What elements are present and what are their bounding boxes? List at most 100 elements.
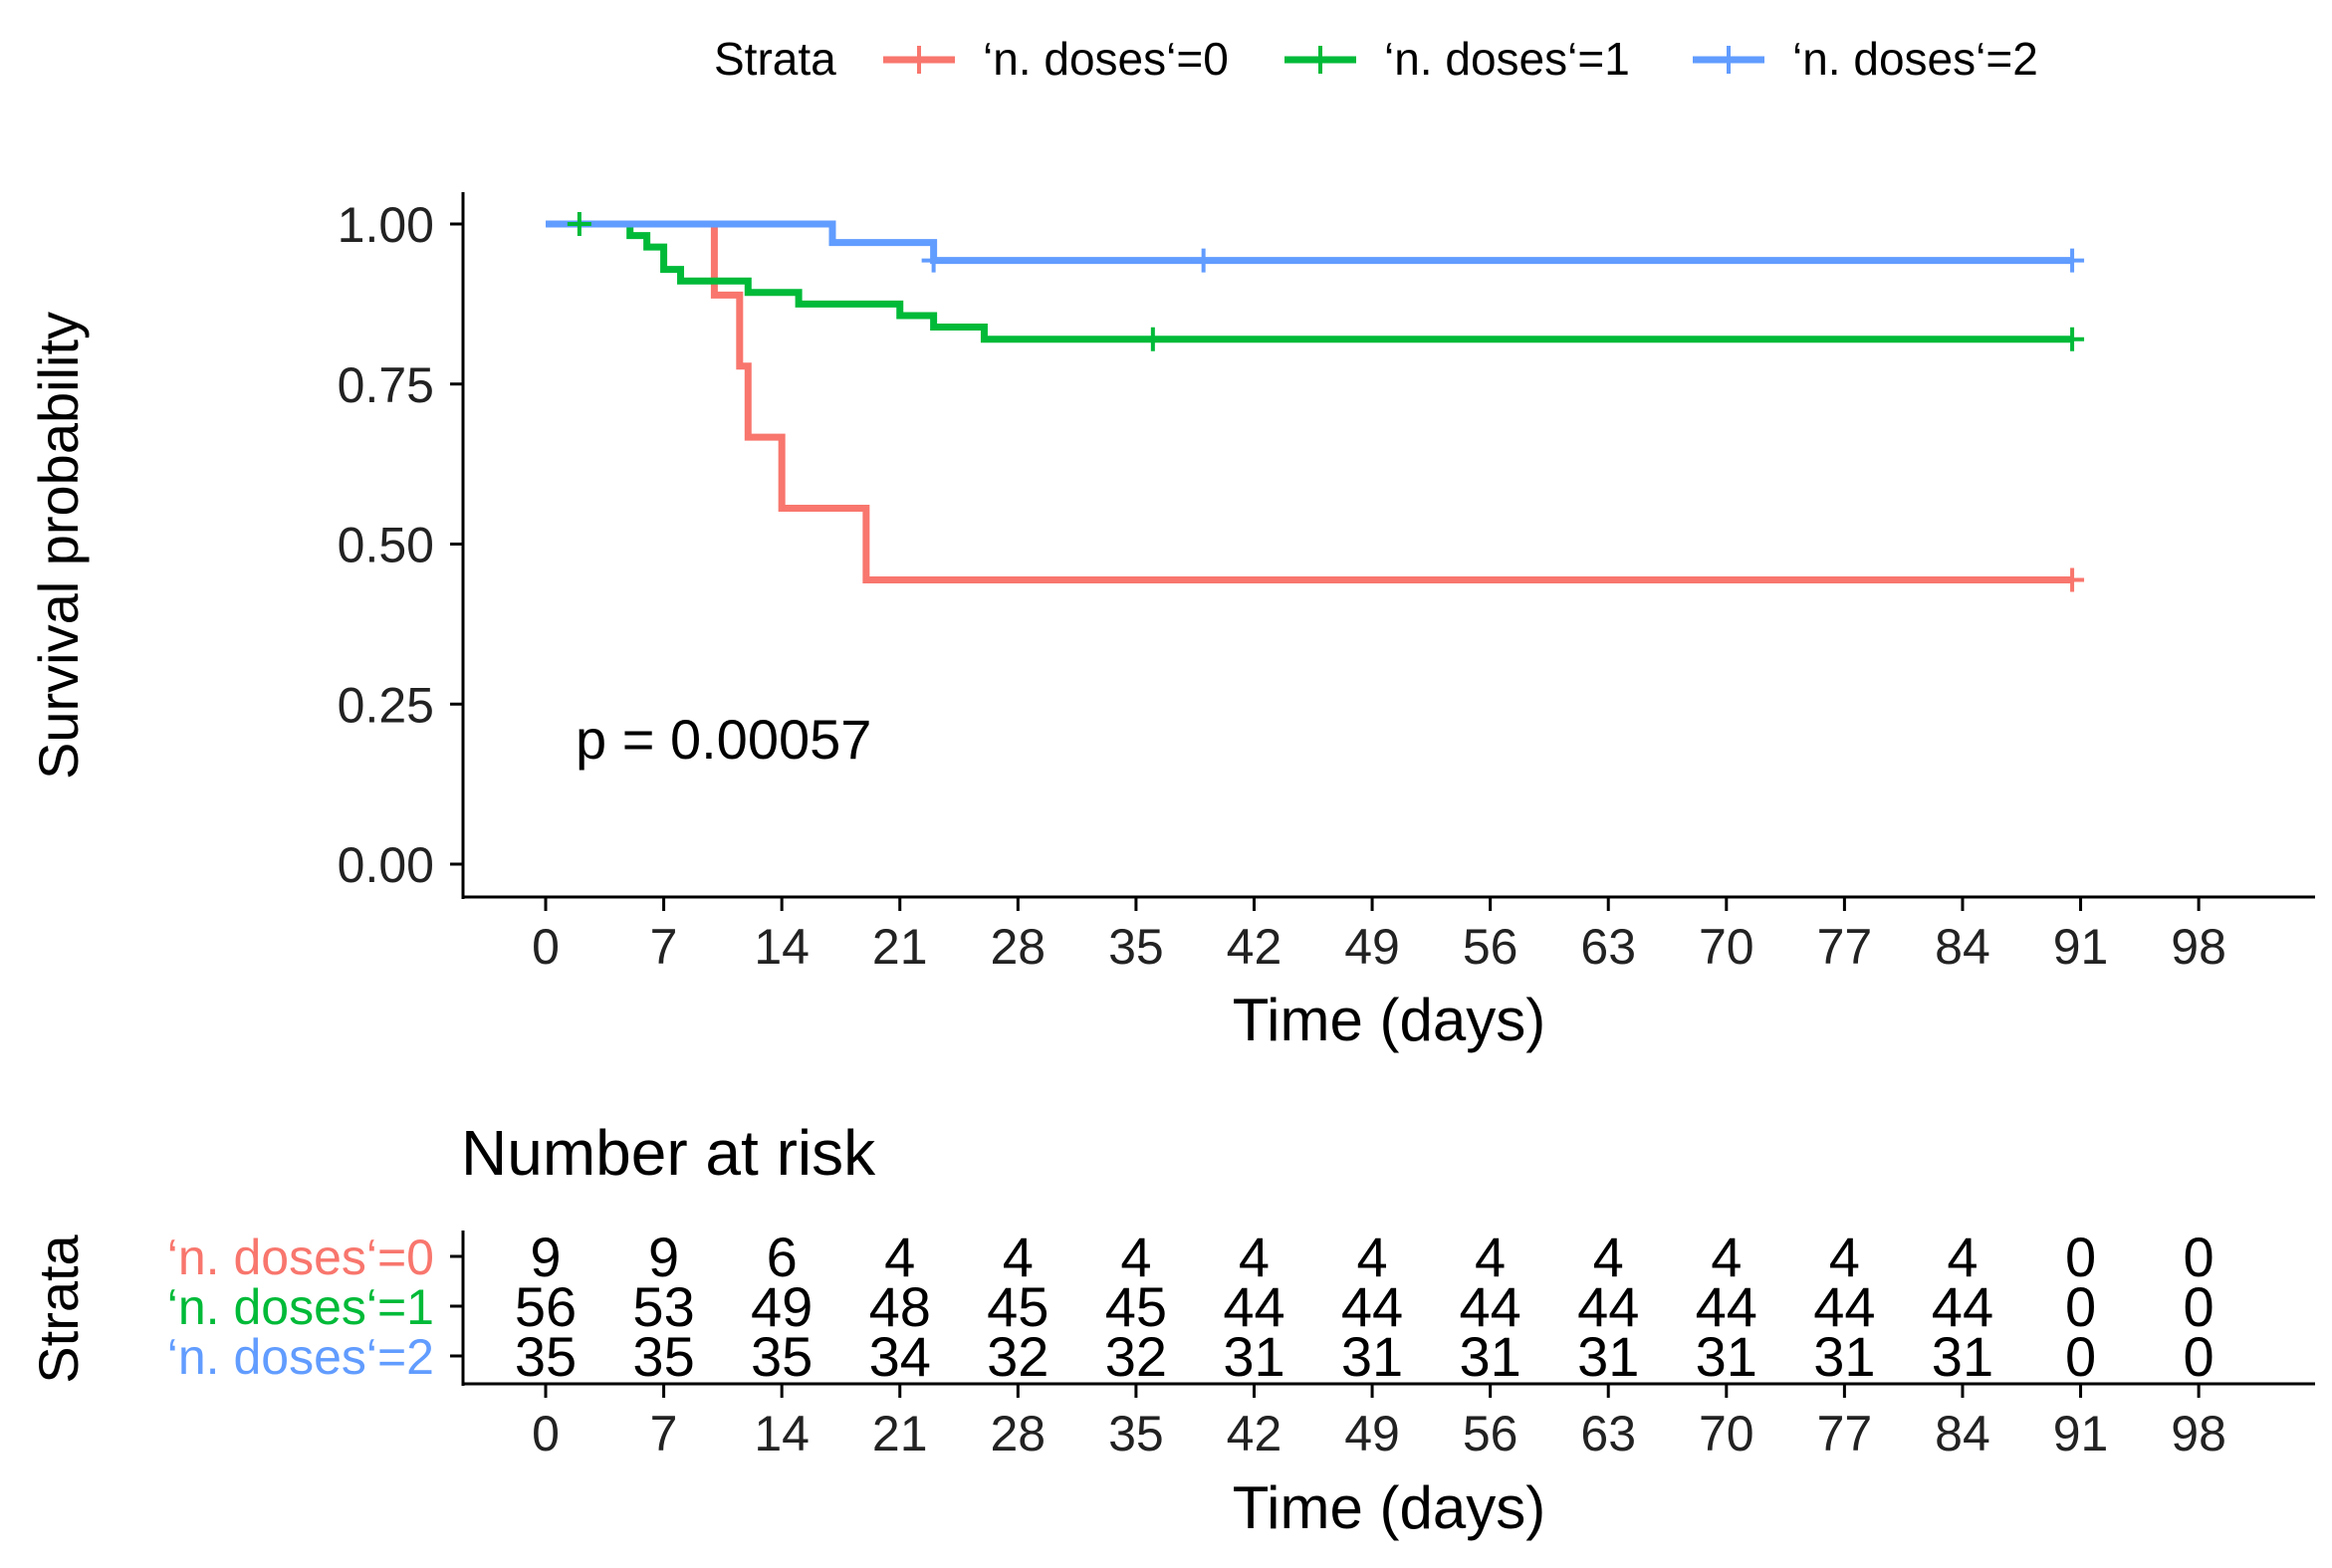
risk-row-labels: ‘n. doses‘=0‘n. doses‘=1‘n. doses‘=2	[167, 1230, 463, 1385]
legend: Strata ‘n. doses‘=0 ‘n. doses‘=1 ‘n. doses‘…	[714, 33, 2038, 85]
x-tick-label: 63	[1580, 919, 1636, 975]
risk-row-label: ‘n. doses‘=0	[167, 1230, 434, 1285]
x-tick-label: 91	[2053, 919, 2109, 975]
risk-value: 35	[751, 1325, 813, 1388]
risk-x-axis-title: Time (days)	[1233, 1474, 1545, 1541]
y-tick-label: 0.50	[338, 518, 434, 573]
x-tick-label: 21	[872, 919, 928, 975]
legend-label: ‘n. doses‘=2	[1792, 33, 2038, 85]
risk-value: 6	[767, 1226, 798, 1288]
risk-row-label: ‘n. doses‘=1	[167, 1279, 434, 1335]
risk-value: 35	[515, 1325, 577, 1388]
legend-title: Strata	[714, 33, 836, 85]
risk-x-tick-label: 0	[532, 1406, 560, 1461]
risk-value: 44	[1341, 1275, 1403, 1338]
censor-mark	[2060, 567, 2085, 592]
x-axis-title: Time (days)	[1233, 987, 1545, 1053]
risk-value: 56	[515, 1275, 577, 1338]
censor-marks	[567, 212, 2085, 592]
risk-value: 0	[2184, 1275, 2215, 1338]
x-tick-label: 84	[1935, 919, 1990, 975]
survival-curve-2	[546, 220, 2073, 265]
risk-value: 49	[751, 1275, 813, 1338]
risk-table-title: Number at risk	[461, 1117, 876, 1189]
x-tick-label: 14	[754, 919, 810, 975]
risk-value: 48	[869, 1275, 931, 1338]
y-tick-label: 1.00	[338, 197, 434, 253]
risk-value: 0	[2065, 1275, 2096, 1338]
x-tick-label: 7	[650, 919, 678, 975]
risk-value: 9	[530, 1226, 561, 1288]
x-tick-label: 35	[1108, 919, 1164, 975]
risk-x-tick-label: 56	[1463, 1406, 1518, 1461]
survival-plot: Survival probability 0.00 0.25 0.50 0.75 1.0…	[27, 192, 2315, 1053]
y-tick-label: 0.75	[338, 357, 434, 413]
risk-value: 4	[1003, 1226, 1034, 1288]
risk-value: 4	[1593, 1226, 1624, 1288]
risk-value: 31	[1341, 1325, 1403, 1388]
risk-value: 44	[1932, 1275, 1993, 1338]
risk-value: 32	[1105, 1325, 1167, 1388]
risk-value: 44	[1223, 1275, 1284, 1338]
risk-table: Number at risk Strata ‘n. doses‘=0‘n. do…	[27, 1117, 2315, 1541]
legend-label: ‘n. doses‘=1	[1384, 33, 1630, 85]
x-tick-label: 70	[1699, 919, 1754, 975]
risk-value: 31	[1577, 1325, 1639, 1388]
censor-mark	[2060, 248, 2085, 273]
risk-value: 44	[1813, 1275, 1875, 1338]
y-tick-label: 0.25	[338, 677, 434, 733]
x-tick-label: 49	[1344, 919, 1400, 975]
risk-values: 9 9 6 4 4 4 4 4 4 4 4 4 4 0 056 53 49 48 45 45 44 44 44 44 44 44 4…	[515, 1226, 2215, 1388]
risk-x-tick-label: 14	[754, 1406, 810, 1461]
risk-x-tick-label: 21	[872, 1406, 928, 1461]
risk-value: 4	[1711, 1226, 1742, 1288]
risk-value: 0	[2184, 1325, 2215, 1388]
x-tick-label: 0	[532, 919, 560, 975]
risk-x-ticks: 0 7 14 21 28 35 42 49 56 63 70 77 84 91 98	[532, 1384, 2226, 1461]
risk-x-tick-label: 98	[2171, 1406, 2226, 1461]
risk-value: 53	[632, 1275, 694, 1338]
risk-value: 31	[1696, 1325, 1757, 1388]
censor-mark	[1140, 327, 1165, 351]
p-value-annotation: p = 0.00057	[576, 708, 871, 771]
risk-value: 4	[1120, 1226, 1151, 1288]
risk-value: 45	[1105, 1275, 1167, 1338]
risk-value: 44	[1577, 1275, 1639, 1338]
x-tick-label: 77	[1817, 919, 1873, 975]
risk-value: 9	[648, 1226, 679, 1288]
x-tick-label: 98	[2171, 919, 2226, 975]
risk-value: 45	[987, 1275, 1049, 1338]
censor-mark	[2060, 327, 2085, 351]
risk-x-tick-label: 84	[1935, 1406, 1990, 1461]
risk-value: 44	[1696, 1275, 1757, 1338]
censor-mark	[1191, 248, 1216, 273]
censor-mark	[921, 248, 946, 273]
risk-x-tick-label: 91	[2053, 1406, 2109, 1461]
y-ticks: 0.00 0.25 0.50 0.75 1.00	[338, 197, 463, 893]
survival-curve-1	[546, 220, 2073, 343]
x-tick-label: 42	[1227, 919, 1283, 975]
x-tick-label: 28	[991, 919, 1047, 975]
risk-row-label: ‘n. doses‘=2	[167, 1329, 434, 1385]
risk-value: 31	[1813, 1325, 1875, 1388]
risk-value: 32	[987, 1325, 1049, 1388]
risk-value: 44	[1459, 1275, 1520, 1338]
survival-curve-0	[546, 220, 2073, 584]
risk-x-tick-label: 70	[1699, 1406, 1754, 1461]
risk-x-tick-label: 35	[1108, 1406, 1164, 1461]
risk-value: 35	[632, 1325, 694, 1388]
y-axis-title: Survival probability	[27, 312, 90, 780]
risk-x-tick-label: 77	[1817, 1406, 1873, 1461]
risk-value: 4	[1829, 1226, 1860, 1288]
risk-value: 4	[1947, 1226, 1978, 1288]
risk-x-tick-label: 7	[650, 1406, 678, 1461]
risk-value: 4	[884, 1226, 915, 1288]
risk-x-tick-label: 28	[991, 1406, 1047, 1461]
risk-value: 0	[2065, 1226, 2096, 1288]
survival-curves	[546, 220, 2073, 584]
risk-x-tick-label: 49	[1344, 1406, 1400, 1461]
risk-x-tick-label: 63	[1580, 1406, 1636, 1461]
risk-value: 31	[1459, 1325, 1520, 1388]
risk-value: 0	[2184, 1226, 2215, 1288]
